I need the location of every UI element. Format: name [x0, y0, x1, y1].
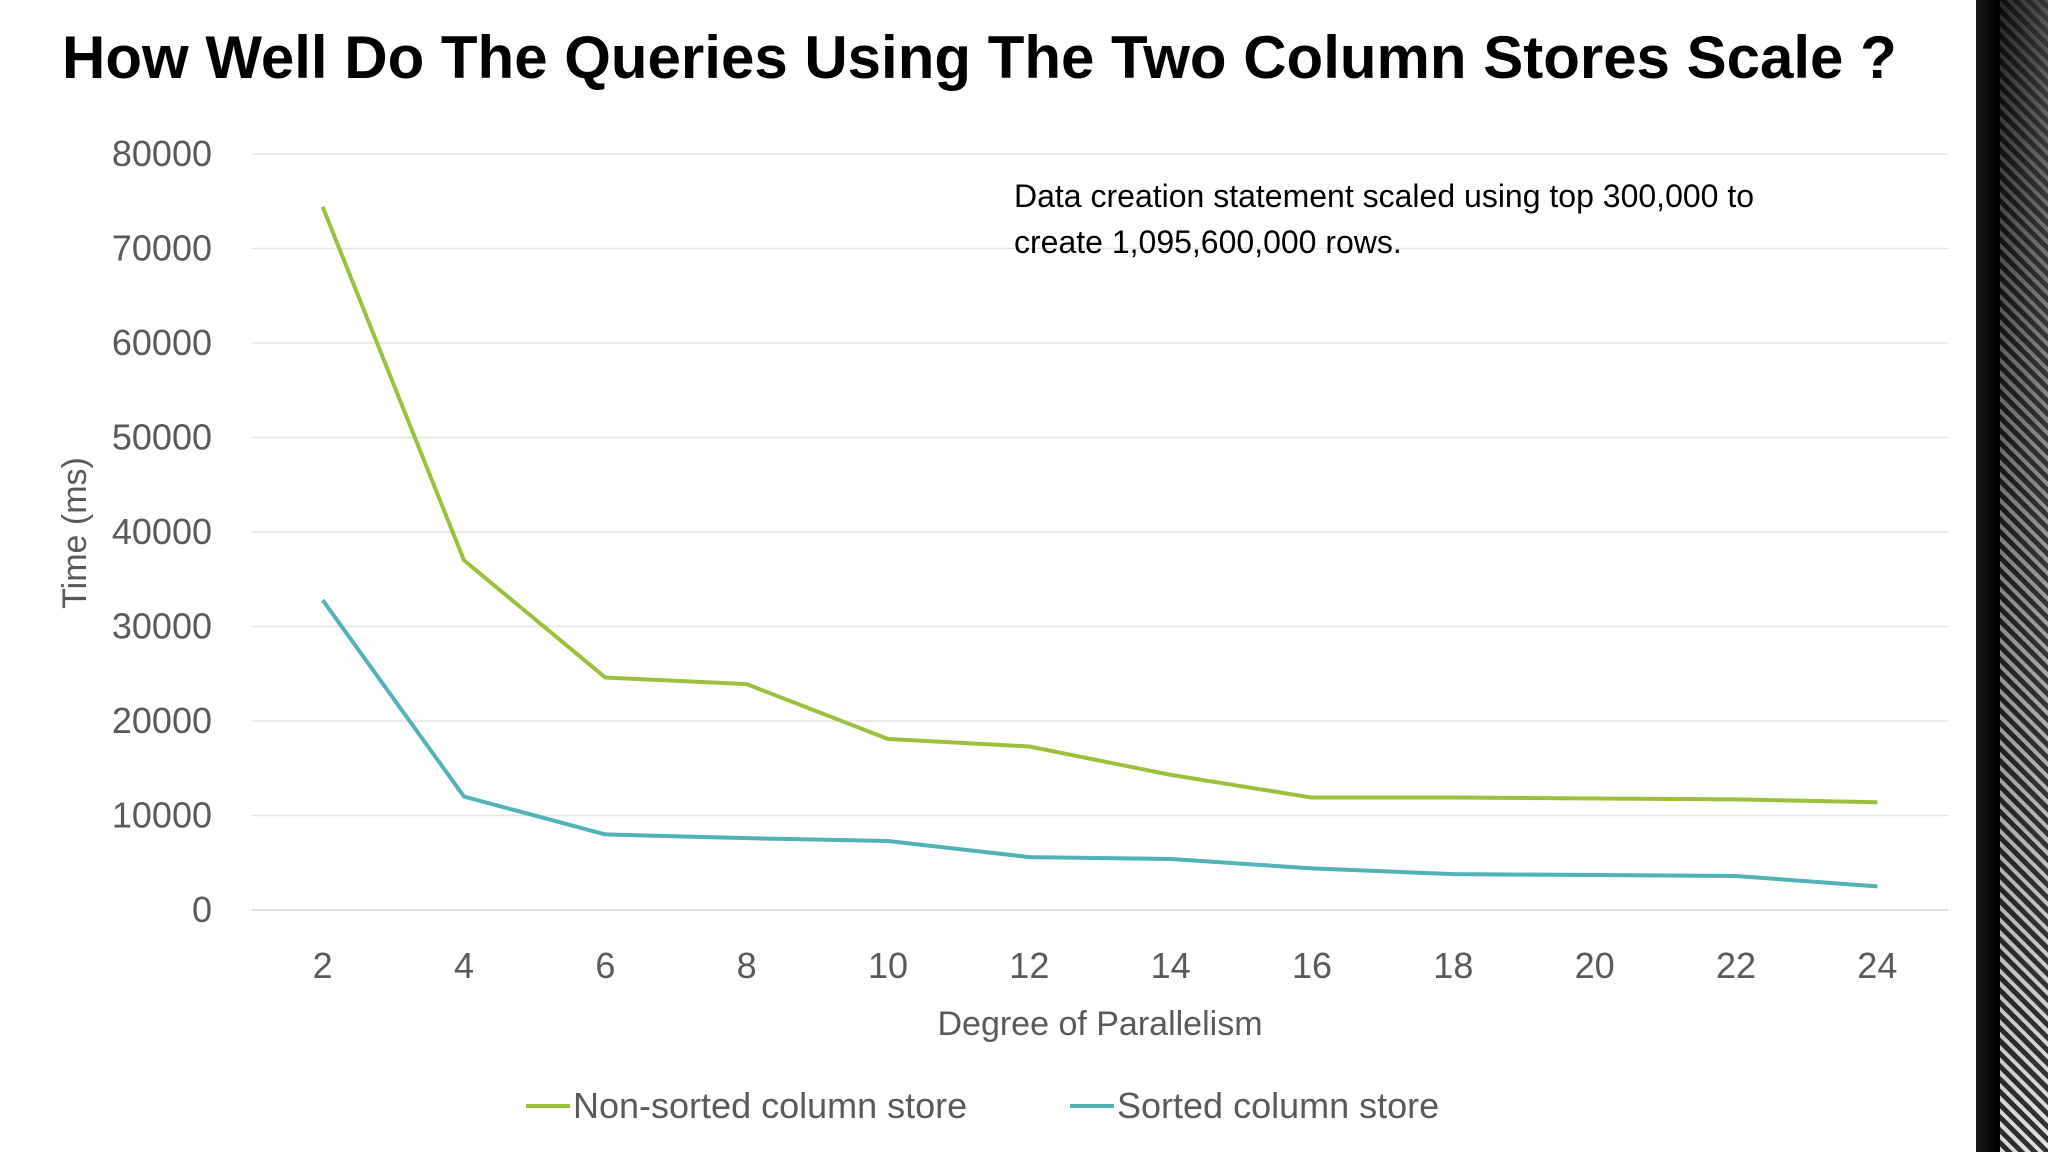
y-tick-label: 70000	[112, 228, 212, 269]
y-tick-label: 30000	[112, 606, 212, 647]
slide-title: How Well Do The Queries Using The Two Co…	[62, 24, 1897, 91]
x-tick-label: 2	[313, 945, 333, 986]
x-tick-label: 16	[1292, 945, 1332, 986]
x-axis-label: Degree of Parallelism	[937, 1005, 1262, 1043]
decorative-side-band	[1976, 0, 2048, 1152]
y-tick-label: 10000	[112, 795, 212, 836]
x-tick-label: 22	[1716, 945, 1756, 986]
x-tick-label: 24	[1857, 945, 1897, 986]
gridlines	[252, 153, 1948, 911]
x-tick-label: 4	[454, 945, 474, 986]
legend-label-non-sorted: Non-sorted column store	[573, 1085, 967, 1126]
decorative-divider	[1970, 0, 1976, 1152]
series-lines	[320, 206, 1878, 889]
y-tick-label: 50000	[112, 417, 212, 458]
y-tick-label: 40000	[112, 511, 212, 552]
legend-label-sorted: Sorted column store	[1117, 1085, 1439, 1126]
x-tick-label: 12	[1009, 945, 1049, 986]
y-tick-label: 60000	[112, 322, 212, 363]
y-tick-label: 20000	[112, 700, 212, 741]
x-tick-label: 6	[595, 945, 615, 986]
x-tick-label: 8	[737, 945, 757, 986]
x-tick-label: 18	[1433, 945, 1473, 986]
x-tick-label: 20	[1575, 945, 1615, 986]
annotation-line-2: create 1,095,600,000 rows.	[1014, 224, 1402, 260]
x-tick-label: 10	[868, 945, 908, 986]
line-chart: 0 10000 20000 30000 40000 50000 60000 70000 8000…	[56, 133, 1948, 1126]
legend: Non-sorted column store Sorted column st…	[526, 1085, 1439, 1126]
y-tick-label: 80000	[112, 133, 212, 174]
x-tick-label: 14	[1151, 945, 1191, 986]
annotation-line-1: Data creation statement scaled using top…	[1014, 178, 1754, 214]
y-tick-label: 0	[192, 889, 212, 930]
y-axis-label: Time (ms)	[56, 457, 94, 609]
series-line-non-sorted	[320, 206, 1878, 805]
y-axis-ticks: 0 10000 20000 30000 40000 50000 60000 70000 8000…	[112, 133, 212, 930]
x-axis-ticks: 2 4 6 8 10 12 14 16 18 20 22 24	[313, 945, 1898, 986]
series-line-sorted	[321, 598, 1878, 889]
